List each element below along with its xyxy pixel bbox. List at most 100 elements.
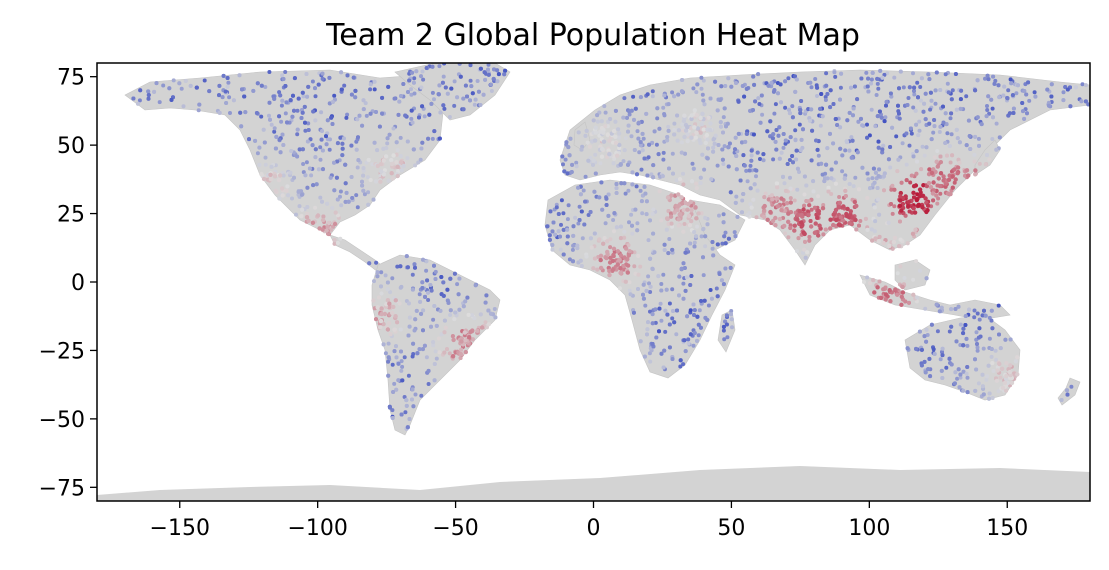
population-point bbox=[647, 281, 651, 286]
population-point bbox=[990, 396, 995, 400]
population-point bbox=[441, 280, 446, 285]
population-point bbox=[659, 288, 664, 293]
population-point bbox=[419, 74, 423, 79]
population-point bbox=[412, 91, 417, 96]
population-point bbox=[713, 133, 718, 138]
population-point bbox=[306, 84, 311, 89]
population-point bbox=[423, 294, 427, 299]
population-point bbox=[394, 344, 398, 349]
population-point bbox=[794, 77, 799, 82]
population-point bbox=[994, 357, 999, 362]
hotspot-point bbox=[801, 207, 806, 212]
population-point bbox=[622, 229, 627, 234]
population-point bbox=[636, 287, 640, 291]
y-tick-label: 25 bbox=[57, 203, 85, 228]
population-point bbox=[935, 149, 940, 153]
hotspot-point bbox=[332, 221, 338, 227]
population-point bbox=[465, 94, 469, 99]
hotspot-point bbox=[693, 205, 698, 210]
population-point bbox=[875, 81, 880, 86]
population-point bbox=[292, 175, 296, 180]
population-point bbox=[422, 343, 427, 348]
population-point bbox=[776, 133, 781, 138]
population-point bbox=[733, 234, 738, 239]
population-point bbox=[553, 232, 558, 237]
population-point bbox=[985, 374, 990, 379]
population-point bbox=[443, 325, 448, 330]
population-point bbox=[819, 92, 824, 96]
population-point bbox=[379, 270, 384, 275]
population-point bbox=[692, 108, 697, 113]
population-point bbox=[958, 322, 963, 327]
hotspot-point bbox=[373, 179, 379, 184]
population-point bbox=[729, 312, 733, 317]
population-point bbox=[912, 195, 916, 200]
population-point bbox=[824, 71, 829, 76]
hotspot-point bbox=[813, 221, 818, 226]
population-point bbox=[719, 278, 724, 283]
hotspot-point bbox=[928, 185, 934, 190]
population-point bbox=[433, 277, 438, 281]
population-point bbox=[570, 162, 575, 167]
population-point bbox=[684, 275, 689, 280]
population-point bbox=[697, 308, 702, 313]
population-point bbox=[996, 83, 1001, 88]
population-point bbox=[332, 241, 337, 246]
population-point bbox=[576, 130, 581, 135]
hotspot-point bbox=[898, 198, 903, 203]
population-point bbox=[1011, 111, 1016, 115]
population-point bbox=[958, 106, 963, 111]
population-point bbox=[432, 304, 437, 308]
population-point bbox=[583, 133, 588, 138]
population-point bbox=[403, 113, 408, 118]
hotspot-point bbox=[850, 215, 855, 220]
population-point bbox=[907, 143, 912, 148]
hotspot-point bbox=[806, 212, 811, 217]
population-point bbox=[831, 141, 836, 146]
population-point bbox=[388, 332, 393, 337]
x-tick-label: 100 bbox=[848, 516, 890, 541]
population-point bbox=[410, 287, 415, 292]
population-point bbox=[865, 227, 870, 232]
hotspot-point bbox=[683, 200, 688, 206]
population-point bbox=[257, 162, 262, 167]
population-point bbox=[831, 102, 836, 106]
population-point bbox=[945, 81, 950, 86]
population-point bbox=[801, 127, 805, 132]
population-point bbox=[399, 368, 404, 373]
population-point bbox=[807, 203, 812, 208]
population-point bbox=[397, 301, 402, 306]
hotspot-point bbox=[694, 113, 699, 118]
population-point bbox=[426, 136, 431, 141]
population-point bbox=[927, 121, 932, 126]
population-point bbox=[937, 309, 942, 314]
hotspot-point bbox=[788, 200, 793, 205]
population-point bbox=[396, 378, 401, 383]
population-point bbox=[896, 103, 900, 108]
population-point bbox=[977, 317, 982, 322]
population-point bbox=[985, 108, 990, 112]
population-point bbox=[564, 140, 569, 145]
population-point bbox=[642, 354, 647, 359]
population-point bbox=[926, 72, 931, 77]
population-point bbox=[456, 292, 461, 297]
population-point bbox=[386, 359, 391, 364]
population-point bbox=[835, 123, 840, 127]
hotspot-point bbox=[1009, 380, 1015, 386]
population-point bbox=[759, 93, 764, 98]
population-point bbox=[567, 257, 572, 262]
population-point bbox=[327, 101, 332, 106]
population-point bbox=[455, 282, 460, 287]
hotspot-point bbox=[468, 329, 473, 335]
hotspot-point bbox=[694, 216, 699, 221]
population-point bbox=[813, 77, 818, 81]
hotspot-point bbox=[600, 146, 605, 152]
population-point bbox=[413, 163, 418, 168]
population-point bbox=[665, 138, 670, 143]
population-point bbox=[280, 132, 285, 137]
hotspot-point bbox=[841, 204, 846, 209]
population-point bbox=[300, 110, 305, 115]
hotspot-point bbox=[618, 253, 624, 258]
population-point bbox=[989, 97, 994, 102]
population-point bbox=[994, 147, 999, 152]
